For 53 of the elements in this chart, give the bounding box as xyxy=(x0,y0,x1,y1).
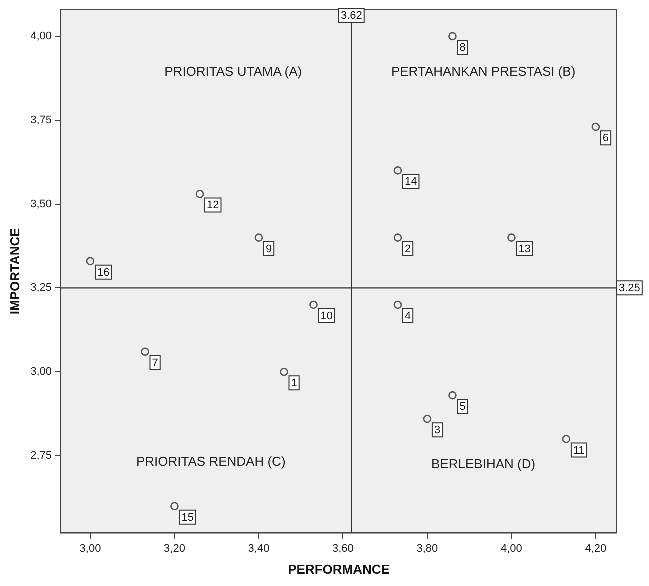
annotation: 8 xyxy=(460,42,466,54)
point xyxy=(254,234,264,242)
annotation: 13 xyxy=(518,243,531,256)
point xyxy=(394,234,402,242)
x-tick-label: 3,20 xyxy=(164,542,186,555)
ref-line-label: 3.25 xyxy=(618,282,640,295)
point xyxy=(448,32,457,41)
annotation: 11 xyxy=(573,444,585,457)
point xyxy=(562,435,571,444)
annotation: 10 xyxy=(320,310,333,322)
annotation: 2 xyxy=(404,243,412,256)
point xyxy=(170,502,179,510)
point xyxy=(141,348,150,356)
point xyxy=(86,257,95,266)
annotation: 5 xyxy=(460,401,466,414)
x-tick-label: 3,00 xyxy=(80,542,102,555)
x-tick-label: 4,00 xyxy=(500,542,522,555)
annotation: BERLEBIHAN (D) xyxy=(432,456,536,472)
annotation: PERTAHANKAN PRESTASI (B) xyxy=(391,64,576,80)
point xyxy=(310,300,318,310)
y-tick-label: 3,00 xyxy=(30,366,52,378)
annotation: 15 xyxy=(182,512,194,524)
x-tick-label: 4,20 xyxy=(585,542,607,555)
annotation: 1 xyxy=(291,378,298,390)
point xyxy=(508,234,516,242)
y-tick-label: 3,50 xyxy=(30,198,52,210)
x-tick-label: 3,80 xyxy=(416,542,438,555)
y-tick-label: 4,00 xyxy=(30,30,52,42)
y-tick-label: 2,75 xyxy=(30,450,52,462)
y-axis-title: IMPORTANCE xyxy=(7,228,22,315)
y-tick-label: 3,75 xyxy=(30,114,52,126)
annotation: 14 xyxy=(404,176,418,188)
x-tick-label: 3,60 xyxy=(332,542,354,555)
annotation: 16 xyxy=(97,266,110,279)
ref-line-label: 3.62 xyxy=(340,10,362,22)
annotation: 4 xyxy=(404,310,412,322)
x-tick-label: 3,40 xyxy=(248,542,270,555)
annotation: PRIORITAS UTAMA (A) xyxy=(164,64,302,80)
point xyxy=(394,166,402,175)
annotation: 3 xyxy=(434,424,441,437)
point xyxy=(592,122,600,132)
annotation: 9 xyxy=(266,243,272,256)
point xyxy=(196,190,204,198)
point xyxy=(448,391,457,400)
point xyxy=(394,300,402,310)
point xyxy=(280,368,288,376)
point xyxy=(423,414,432,424)
annotation: 6 xyxy=(602,132,610,145)
annotation: PRIORITAS RENDAH (C) xyxy=(136,454,286,470)
annotation: 12 xyxy=(207,200,220,212)
annotation: 7 xyxy=(152,357,158,370)
x-axis-title: PERFORMANCE xyxy=(288,562,390,577)
y-tick-label: 3,25 xyxy=(30,282,52,294)
